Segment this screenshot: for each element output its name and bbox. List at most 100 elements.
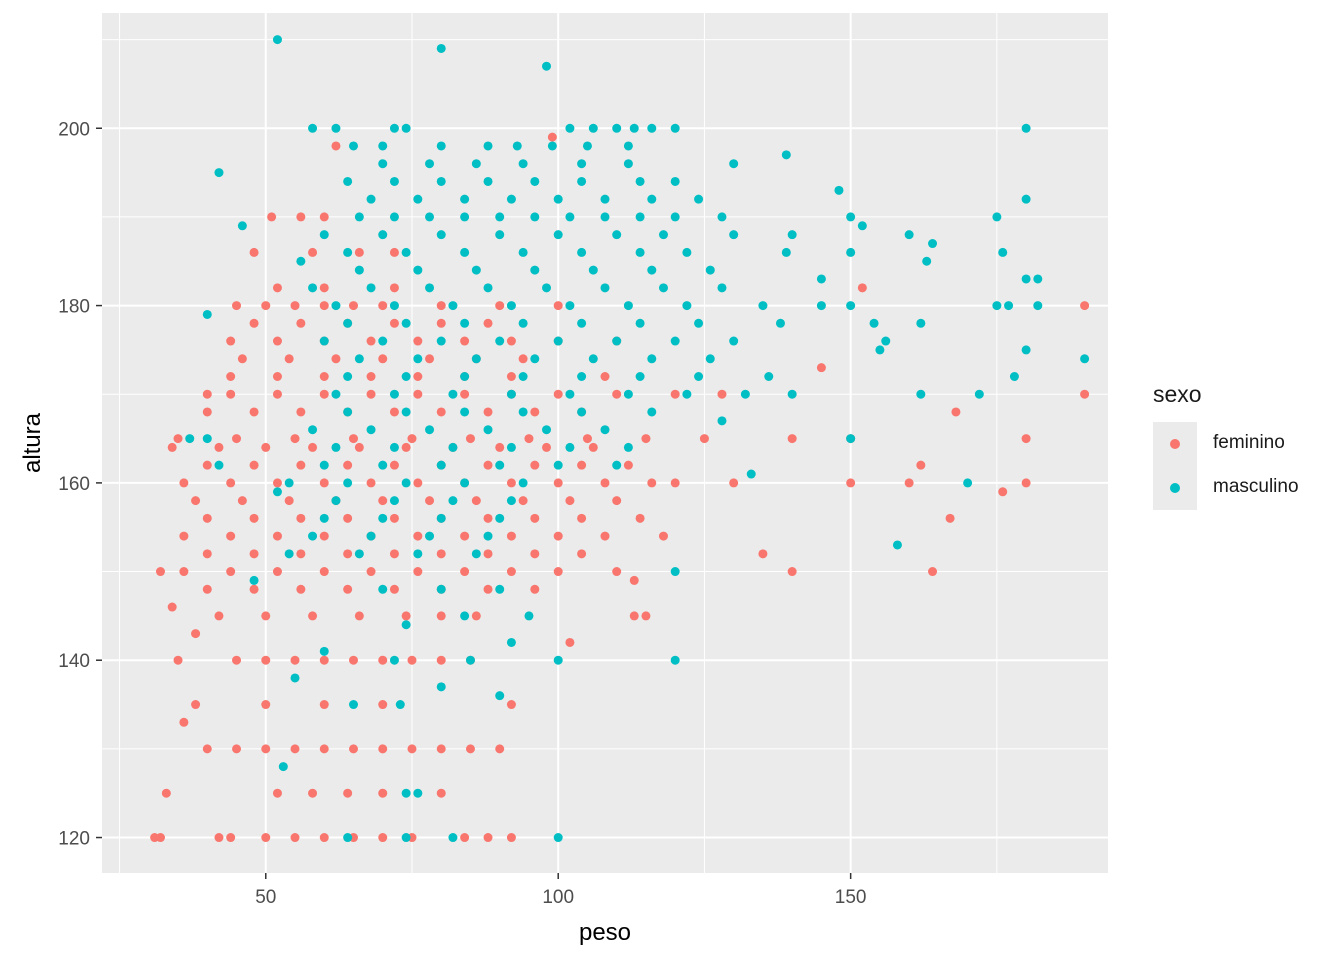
- data-point-feminino: [998, 487, 1008, 497]
- data-point-masculino: [547, 141, 557, 151]
- data-point-masculino: [401, 833, 411, 843]
- data-point-masculino: [495, 584, 505, 594]
- data-point-feminino: [366, 567, 376, 577]
- data-point-masculino: [366, 283, 376, 293]
- data-point-feminino: [319, 212, 329, 222]
- data-point-feminino: [378, 833, 388, 843]
- data-point-masculino: [881, 336, 891, 346]
- data-point-feminino: [577, 513, 587, 523]
- data-point-feminino: [951, 407, 961, 417]
- data-point-masculino: [272, 35, 282, 45]
- data-point-feminino: [261, 655, 271, 665]
- data-point-masculino: [1021, 345, 1031, 355]
- data-point-feminino: [319, 389, 329, 399]
- data-point-masculino: [1021, 194, 1031, 204]
- data-point-masculino: [185, 434, 195, 444]
- data-point-masculino: [694, 318, 704, 328]
- data-point-masculino: [612, 230, 622, 240]
- data-point-feminino: [670, 478, 680, 488]
- data-point-masculino: [349, 141, 358, 151]
- data-point-masculino: [635, 176, 645, 186]
- data-point-masculino: [600, 283, 610, 293]
- data-point-feminino: [232, 655, 242, 665]
- data-point-masculino: [460, 407, 470, 417]
- data-point-feminino: [226, 567, 236, 577]
- data-point-masculino: [577, 247, 587, 257]
- data-point-masculino: [682, 301, 692, 311]
- data-point-feminino: [319, 283, 329, 293]
- data-point-masculino: [436, 584, 446, 594]
- data-point-masculino: [530, 265, 540, 275]
- data-point-masculino: [436, 43, 446, 53]
- data-point-masculino: [448, 833, 458, 843]
- tick-labels: 50 100 150 120 140 160 180 200: [58, 119, 866, 908]
- data-point-feminino: [401, 442, 411, 452]
- data-point-masculino: [717, 283, 727, 293]
- data-point-masculino: [495, 513, 505, 523]
- data-point-masculino: [542, 425, 552, 435]
- data-point-feminino: [483, 513, 493, 523]
- data-point-feminino: [413, 478, 423, 488]
- data-point-masculino: [413, 549, 423, 559]
- data-point-masculino: [875, 345, 885, 355]
- data-point-masculino: [577, 318, 587, 328]
- data-point-masculino: [506, 442, 516, 452]
- data-point-feminino: [530, 407, 540, 417]
- x-tick-label: 150: [835, 887, 867, 908]
- data-point-masculino: [623, 442, 633, 452]
- data-point-masculino: [308, 531, 318, 541]
- data-point-masculino: [284, 478, 294, 488]
- data-point-masculino: [694, 372, 704, 382]
- data-point-feminino: [483, 584, 493, 594]
- data-point-feminino: [565, 637, 575, 647]
- data-point-feminino: [389, 247, 399, 257]
- data-point-feminino: [460, 336, 470, 346]
- data-point-masculino: [349, 700, 358, 710]
- data-point-feminino: [612, 496, 622, 506]
- data-point-masculino: [612, 460, 622, 470]
- data-point-feminino: [600, 478, 610, 488]
- data-point-masculino: [331, 389, 341, 399]
- data-point-masculino: [483, 283, 493, 293]
- data-point-masculino: [1033, 274, 1043, 284]
- data-point-masculino: [758, 301, 768, 311]
- data-point-masculino: [425, 531, 435, 541]
- data-point-feminino: [506, 700, 516, 710]
- data-point-masculino: [612, 336, 622, 346]
- data-point-masculino: [670, 176, 680, 186]
- data-point-feminino: [249, 584, 259, 594]
- data-point-masculino: [436, 230, 446, 240]
- data-point-masculino: [506, 496, 516, 506]
- data-point-masculino: [787, 230, 797, 240]
- data-point-masculino: [600, 425, 610, 435]
- data-point-masculino: [425, 159, 435, 169]
- data-point-masculino: [565, 212, 575, 222]
- data-point-masculino: [202, 434, 212, 444]
- data-point-masculino: [553, 336, 563, 346]
- y-axis-title: altura: [19, 412, 46, 473]
- data-point-masculino: [436, 176, 446, 186]
- data-point-masculino: [553, 833, 563, 843]
- data-point-feminino: [272, 389, 282, 399]
- data-point-feminino: [425, 354, 435, 364]
- data-point-feminino: [407, 434, 417, 444]
- data-point-masculino: [600, 212, 610, 222]
- data-point-masculino: [401, 620, 411, 630]
- data-point-feminino: [635, 513, 645, 523]
- data-point-feminino: [202, 549, 212, 559]
- data-point-feminino: [296, 407, 306, 417]
- data-point-masculino: [857, 221, 867, 231]
- data-point-feminino: [524, 434, 534, 444]
- data-point-feminino: [436, 301, 446, 311]
- data-point-masculino: [506, 194, 516, 204]
- data-point-feminino: [249, 247, 259, 257]
- data-point-masculino: [319, 230, 329, 240]
- data-point-masculino: [354, 354, 364, 364]
- data-point-masculino: [249, 575, 259, 585]
- data-point-feminino: [378, 744, 388, 754]
- data-point-masculino: [781, 150, 791, 160]
- data-point-masculino: [214, 168, 224, 178]
- data-point-feminino: [249, 549, 259, 559]
- data-point-feminino: [290, 655, 300, 665]
- data-point-feminino: [1021, 478, 1031, 488]
